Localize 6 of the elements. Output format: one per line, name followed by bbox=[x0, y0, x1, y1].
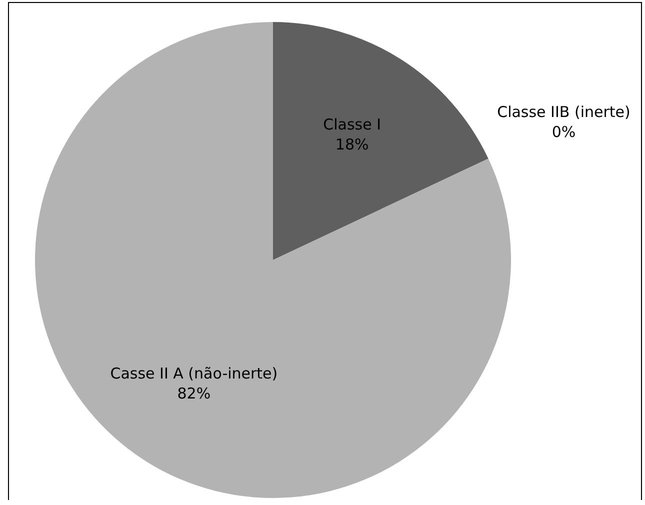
data-label: 18% bbox=[335, 135, 369, 154]
data-label: 82% bbox=[177, 384, 211, 402]
text: 0% bbox=[552, 123, 576, 142]
category-label: Classe IIB (inerte) bbox=[497, 103, 630, 122]
slice-label: Classe I bbox=[323, 115, 382, 134]
slice-label: Casse II A (não-inerte) bbox=[110, 364, 278, 382]
